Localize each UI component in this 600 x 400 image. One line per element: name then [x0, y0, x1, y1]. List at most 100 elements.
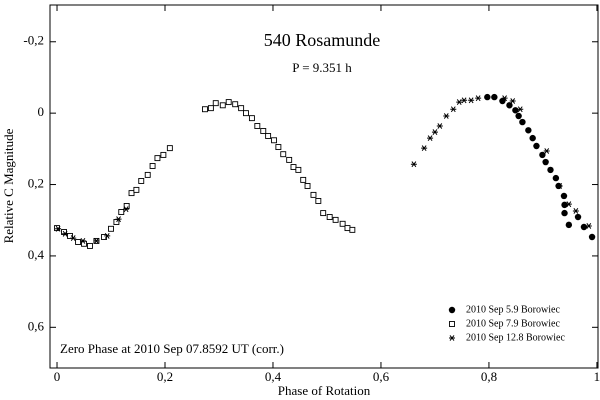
data-point — [580, 223, 588, 231]
data-point — [260, 128, 267, 134]
data-point — [75, 239, 82, 245]
x-axis-label: Phase of Rotation — [278, 383, 371, 398]
data-point — [232, 101, 239, 108]
data-point — [344, 225, 351, 232]
data-point — [248, 115, 255, 122]
data-point — [70, 235, 77, 241]
data-point — [332, 216, 339, 223]
data-point — [138, 178, 145, 184]
data-point — [431, 129, 438, 135]
data-point — [339, 220, 346, 227]
x-tick-label: 0,4 — [265, 369, 282, 384]
y-tick-label: 0 — [38, 104, 45, 119]
data-point — [533, 142, 540, 150]
data-point — [547, 166, 554, 174]
data-point — [219, 102, 226, 109]
data-point — [144, 171, 151, 178]
data-point — [286, 156, 293, 163]
data-point — [300, 176, 307, 183]
data-point — [115, 216, 122, 223]
legend-marker — [449, 321, 455, 327]
data-point — [149, 163, 156, 169]
data-point — [202, 106, 208, 113]
legend-label: 2010 Sep 12.8 Borowiec — [466, 332, 565, 343]
chart-title: 540 Rosamunde — [264, 30, 381, 50]
data-point — [565, 201, 572, 208]
data-point — [461, 97, 468, 104]
data-point — [484, 93, 491, 101]
x-tick-label: 0,2 — [157, 369, 173, 384]
data-point — [515, 112, 522, 120]
data-point — [588, 233, 596, 241]
data-point — [123, 206, 130, 213]
data-point — [315, 198, 322, 204]
data-point — [349, 226, 356, 233]
x-tick-label: 1 — [594, 369, 600, 384]
data-point — [128, 190, 135, 197]
data-point — [572, 208, 579, 214]
data-point — [539, 151, 546, 159]
data-point — [212, 100, 219, 107]
data-point — [87, 242, 93, 249]
data-point — [585, 223, 592, 229]
y-tick-label: 0,2 — [28, 176, 44, 191]
x-tick-label: 0 — [54, 369, 61, 384]
data-point — [427, 135, 434, 142]
data-point — [565, 221, 573, 229]
data-point — [254, 123, 261, 129]
legend-marker — [448, 306, 456, 314]
data-point — [133, 186, 140, 193]
data-point — [166, 145, 173, 152]
data-point — [320, 210, 327, 217]
data-point — [243, 110, 249, 117]
data-point — [561, 201, 568, 209]
data-point — [556, 183, 563, 189]
data-point — [290, 164, 297, 170]
data-point — [509, 98, 516, 104]
data-point — [207, 105, 214, 112]
data-point — [525, 127, 532, 134]
data-point — [67, 232, 73, 239]
data-point — [101, 234, 107, 240]
data-point — [79, 238, 86, 244]
plot-frame — [49, 4, 599, 369]
y-axis-label: Relative C Magnitude — [1, 128, 16, 243]
data-point — [295, 166, 302, 173]
data-point — [443, 113, 450, 119]
data-point — [118, 209, 125, 215]
data-point — [265, 133, 272, 139]
data-point — [475, 95, 482, 102]
data-point — [410, 161, 417, 168]
data-point — [529, 134, 536, 142]
data-point — [154, 155, 161, 162]
data-point — [421, 145, 428, 152]
data-point — [561, 209, 568, 217]
data-point — [160, 151, 167, 158]
data-point — [436, 123, 443, 129]
data-point — [574, 213, 582, 221]
x-tick-label: 0,8 — [481, 369, 497, 384]
data-point — [519, 118, 526, 126]
data-point — [501, 95, 508, 102]
y-tick-label: 0,4 — [28, 247, 45, 262]
data-point — [542, 158, 549, 166]
data-point — [104, 233, 111, 239]
data-point — [275, 144, 282, 151]
data-point — [225, 99, 232, 106]
data-point — [512, 107, 519, 114]
data-point — [468, 97, 475, 104]
data-point — [238, 105, 245, 112]
data-point — [62, 230, 69, 237]
data-point — [491, 93, 498, 101]
data-point — [280, 151, 287, 158]
legend-marker — [449, 335, 455, 341]
data-point — [108, 225, 114, 232]
data-point — [517, 106, 524, 113]
data-point — [271, 137, 278, 144]
annotation: Zero Phase at 2010 Sep 07.8592 UT (corr.… — [60, 341, 284, 356]
data-point — [55, 225, 62, 232]
legend-label: 2010 Sep 7.9 Borowiec — [466, 318, 560, 329]
data-point — [456, 99, 463, 105]
